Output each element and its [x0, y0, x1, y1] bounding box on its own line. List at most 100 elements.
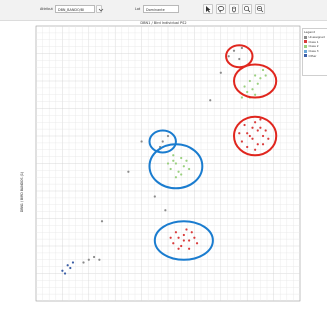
data-point[interactable] — [71, 261, 75, 264]
data-point[interactable] — [180, 173, 183, 176]
data-point[interactable] — [256, 143, 259, 146]
data-point[interactable] — [177, 170, 180, 173]
data-point[interactable] — [185, 159, 188, 162]
legend-item[interactable]: Unassigned — [304, 35, 326, 40]
data-point[interactable] — [193, 236, 196, 239]
data-point[interactable] — [259, 118, 262, 121]
data-point[interactable] — [127, 170, 130, 173]
data-point[interactable] — [61, 269, 64, 272]
data-point[interactable] — [240, 140, 244, 143]
legend-title: Legend — [304, 30, 316, 34]
data-point[interactable] — [63, 272, 67, 275]
data-point[interactable] — [248, 79, 251, 83]
lot-label: Lot — [135, 7, 141, 11]
data-point[interactable] — [243, 85, 246, 88]
data-point[interactable] — [164, 209, 167, 212]
data-point[interactable] — [166, 134, 170, 138]
data-point[interactable] — [240, 46, 244, 50]
data-point[interactable] — [227, 55, 230, 58]
zoom-in-icon — [243, 5, 251, 13]
blue-annotation-ellipse — [153, 220, 214, 261]
pan-icon — [232, 6, 236, 13]
data-point[interactable] — [243, 123, 246, 127]
data-point[interactable] — [169, 167, 172, 171]
data-point[interactable] — [261, 68, 265, 72]
data-point[interactable] — [185, 228, 188, 231]
data-point[interactable] — [172, 242, 175, 245]
data-point[interactable] — [251, 88, 254, 91]
data-point[interactable] — [66, 264, 69, 267]
data-point[interactable] — [264, 74, 267, 77]
data-point[interactable] — [254, 121, 257, 124]
data-point[interactable] — [261, 143, 265, 146]
data-point[interactable] — [251, 137, 254, 140]
data-point[interactable] — [174, 231, 178, 234]
data-point[interactable] — [169, 236, 172, 239]
legend-item-label: Class 1 — [308, 39, 319, 44]
lot-input[interactable]: Dominante — [143, 5, 179, 13]
data-point[interactable] — [87, 258, 90, 261]
data-point[interactable] — [172, 154, 175, 157]
data-point[interactable] — [182, 165, 185, 168]
data-point[interactable] — [219, 71, 222, 74]
data-point[interactable] — [177, 247, 180, 250]
data-point[interactable] — [161, 140, 164, 143]
data-point[interactable] — [209, 99, 212, 102]
data-point[interactable] — [98, 258, 101, 261]
data-point[interactable] — [259, 77, 262, 80]
data-point[interactable] — [248, 134, 251, 138]
select-tool-button[interactable] — [203, 4, 213, 14]
data-point[interactable] — [188, 247, 191, 250]
legend-item[interactable]: Class 3 — [304, 49, 326, 54]
data-point[interactable] — [69, 266, 72, 270]
data-point[interactable] — [256, 82, 259, 85]
data-point[interactable] — [259, 126, 262, 129]
lasso-icon — [217, 6, 225, 13]
zoom-out-button[interactable] — [255, 4, 265, 14]
attribute-dropdown-button[interactable] — [96, 5, 104, 13]
data-point[interactable] — [254, 148, 257, 151]
data-point[interactable] — [256, 129, 259, 132]
data-point[interactable] — [82, 261, 85, 264]
data-point[interactable] — [232, 49, 236, 52]
data-point[interactable] — [174, 162, 178, 165]
zoom-in-button[interactable] — [242, 4, 252, 14]
data-point[interactable] — [174, 176, 178, 179]
data-point[interactable] — [254, 93, 257, 96]
data-point[interactable] — [246, 145, 249, 149]
legend-item[interactable]: Class 1 — [304, 40, 326, 45]
data-point[interactable] — [264, 129, 267, 132]
data-point[interactable] — [140, 140, 143, 143]
attribute-select[interactable]: DBN_BANDO/BI — [55, 5, 95, 13]
chevron-down-icon — [98, 8, 104, 12]
lasso-tool-button[interactable] — [216, 4, 226, 14]
legend-item[interactable]: Other — [304, 53, 326, 58]
legend-item[interactable]: Class 2 — [304, 44, 326, 49]
data-point[interactable] — [182, 233, 185, 237]
data-point[interactable] — [190, 231, 193, 234]
attribute-select-value: DBN_BANDO/BI — [58, 8, 85, 12]
data-point[interactable] — [180, 244, 183, 248]
data-point[interactable] — [177, 236, 180, 239]
data-point[interactable] — [195, 242, 199, 245]
data-point[interactable] — [92, 255, 96, 259]
data-point[interactable] — [188, 239, 191, 242]
data-point[interactable] — [100, 220, 104, 223]
data-point[interactable] — [261, 134, 265, 138]
data-point[interactable] — [238, 132, 241, 135]
data-point[interactable] — [188, 167, 191, 171]
pan-tool-button[interactable] — [229, 4, 239, 14]
data-point[interactable] — [267, 137, 270, 140]
data-point[interactable] — [153, 195, 156, 198]
data-point[interactable] — [180, 156, 183, 160]
data-point[interactable] — [254, 74, 257, 77]
data-point[interactable] — [238, 57, 241, 61]
data-point[interactable] — [182, 239, 185, 242]
data-point[interactable] — [240, 96, 244, 99]
data-point[interactable] — [172, 159, 175, 162]
data-point[interactable] — [246, 132, 249, 135]
data-point[interactable] — [251, 126, 254, 129]
data-point[interactable] — [166, 162, 170, 165]
data-point[interactable] — [246, 90, 249, 94]
